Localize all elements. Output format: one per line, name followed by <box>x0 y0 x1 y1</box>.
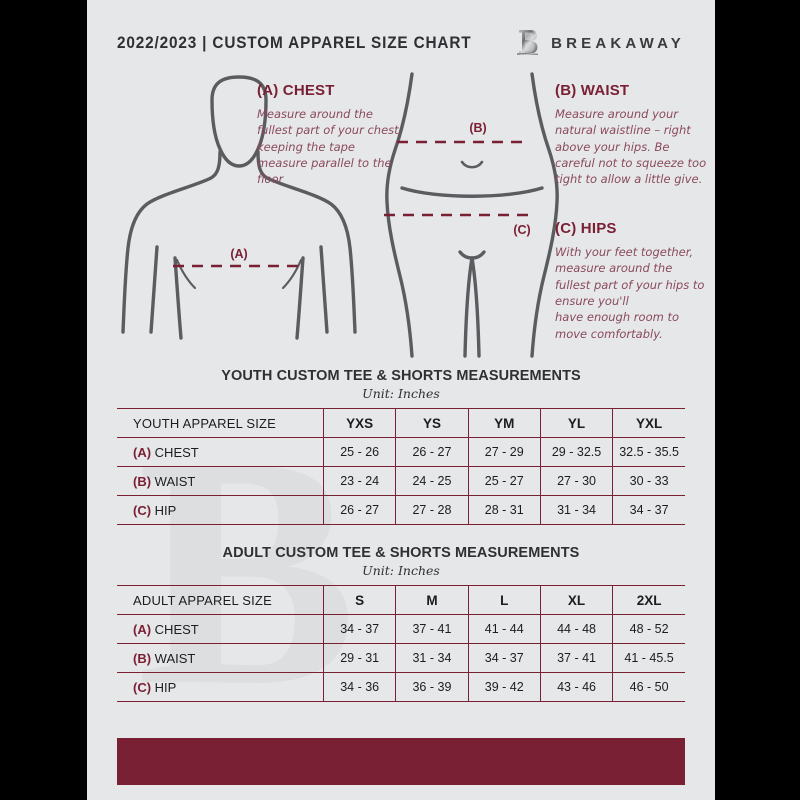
table-cell: 25 - 26 <box>322 437 396 467</box>
instruction-chest-heading: (A) CHEST <box>257 82 335 99</box>
table-cell: 44 - 48 <box>539 614 613 644</box>
brand-lockup: BREAKAWAY <box>514 28 685 58</box>
row-prefix: (A) <box>133 444 152 460</box>
hip-measure-label: (C) <box>513 223 530 237</box>
youth-measurements-table: YOUTH APPAREL SIZE YXS YS YM YL YXL (A) … <box>117 408 685 525</box>
table-row: (B) WAIST 23 - 24 24 - 25 25 - 27 27 - 3… <box>117 466 685 496</box>
column-header: YXL <box>612 408 685 438</box>
table-cell: 37 - 41 <box>539 643 613 673</box>
instruction-chest-body: Measure around the fullest part of your … <box>257 107 403 187</box>
footer-bar <box>117 738 685 785</box>
table-cell: 34 - 36 <box>322 672 396 702</box>
table-cell: 31 - 34 <box>539 495 613 525</box>
row-label-text: HIP <box>154 679 177 695</box>
youth-row-header-label: YOUTH APPAREL SIZE <box>117 408 324 438</box>
instruction-hips-body: With your feet together, measure around … <box>555 245 705 341</box>
table-cell: 46 - 50 <box>612 672 685 702</box>
table-row: (A) CHEST 34 - 37 37 - 41 41 - 44 44 - 4… <box>117 614 685 644</box>
youth-measurements-block: YOUTH CUSTOM TEE & SHORTS MEASUREMENTS U… <box>117 368 685 525</box>
table-cell: 27 - 30 <box>539 466 613 496</box>
row-label: (B) WAIST <box>117 466 324 496</box>
table-cell: 26 - 27 <box>322 495 396 525</box>
table-cell: 48 - 52 <box>612 614 685 644</box>
table-header-row: YOUTH APPAREL SIZE YXS YS YM YL YXL <box>117 408 685 438</box>
adult-row-header-label: ADULT APPAREL SIZE <box>117 585 324 615</box>
row-label-text: CHEST <box>154 621 199 637</box>
instruction-chest: (A) CHEST Measure around the fullest par… <box>257 82 407 188</box>
table-cell: 27 - 28 <box>395 495 469 525</box>
instruction-hips: (C) HIPS With your feet together, measur… <box>555 220 707 342</box>
instruction-waist-heading: (B) WAIST <box>555 82 630 99</box>
row-prefix: (C) <box>133 679 152 695</box>
youth-table-title: YOUTH CUSTOM TEE & SHORTS MEASUREMENTS <box>221 368 581 384</box>
row-prefix: (B) <box>133 473 152 489</box>
adult-table-title: ADULT CUSTOM TEE & SHORTS MEASUREMENTS <box>222 545 580 561</box>
table-cell: 39 - 42 <box>467 672 541 702</box>
table-cell: 27 - 29 <box>467 437 541 467</box>
row-prefix: (B) <box>133 650 152 666</box>
column-header: 2XL <box>612 585 685 615</box>
instruction-waist: (B) WAIST Measure around your natural wa… <box>555 82 707 188</box>
row-label: (C) HIP <box>117 672 324 702</box>
row-label: (A) CHEST <box>117 614 324 644</box>
adult-table-unit: Unit: Inches <box>362 563 440 578</box>
navel-mark <box>460 160 484 169</box>
table-cell: 32.5 - 35.5 <box>612 437 685 467</box>
table-row: (A) CHEST 25 - 26 26 - 27 27 - 29 29 - 3… <box>117 437 685 467</box>
row-label: (B) WAIST <box>117 643 324 673</box>
upper-body-figure: (A) <box>121 75 357 340</box>
instruction-hips-heading: (C) HIPS <box>555 220 617 237</box>
column-header: YL <box>539 408 613 438</box>
row-label-text: CHEST <box>154 444 199 460</box>
table-cell: 34 - 37 <box>322 614 396 644</box>
chest-measure-label: (A) <box>230 247 247 261</box>
row-prefix: (A) <box>133 621 152 637</box>
column-header: S <box>322 585 396 615</box>
table-cell: 29 - 32.5 <box>539 437 613 467</box>
row-label-text: WAIST <box>154 650 196 666</box>
table-cell: 41 - 45.5 <box>612 643 685 673</box>
table-cell: 29 - 31 <box>322 643 396 673</box>
table-cell: 28 - 31 <box>467 495 541 525</box>
column-header: YS <box>395 408 469 438</box>
column-header: L <box>467 585 541 615</box>
youth-table-unit: Unit: Inches <box>362 386 440 401</box>
table-cell: 41 - 44 <box>467 614 541 644</box>
table-cell: 26 - 27 <box>395 437 469 467</box>
adult-measurements-table: ADULT APPAREL SIZE S M L XL 2XL (A) CHES… <box>117 585 685 702</box>
table-row: (C) HIP 26 - 27 27 - 28 28 - 31 31 - 34 … <box>117 495 685 525</box>
page-header: 2022/2023 | CUSTOM APPAREL SIZE CHART <box>117 28 685 58</box>
row-prefix: (C) <box>133 502 152 518</box>
instruction-waist-body: Measure around your natural waistline – … <box>555 107 707 187</box>
table-cell: 37 - 41 <box>395 614 469 644</box>
row-label-text: WAIST <box>154 473 196 489</box>
breakaway-b-monogram-icon <box>517 30 539 55</box>
column-header: YM <box>467 408 541 438</box>
row-label-text: HIP <box>154 502 177 518</box>
table-row: (B) WAIST 29 - 31 31 - 34 34 - 37 37 - 4… <box>117 643 685 673</box>
table-cell: 25 - 27 <box>467 466 541 496</box>
column-header: YXS <box>322 408 396 438</box>
row-label: (A) CHEST <box>117 437 324 467</box>
waist-measure-label: (B) <box>469 121 486 135</box>
column-header: M <box>395 585 469 615</box>
size-chart-page: B 2022/2023 | CUSTOM APPAREL SIZE CHART <box>87 0 715 800</box>
table-cell: 31 - 34 <box>395 643 469 673</box>
table-cell: 23 - 24 <box>322 466 396 496</box>
table-cell: 34 - 37 <box>612 495 685 525</box>
page-title: 2022/2023 | CUSTOM APPAREL SIZE CHART <box>117 33 472 52</box>
table-cell: 34 - 37 <box>467 643 541 673</box>
table-cell: 36 - 39 <box>395 672 469 702</box>
adult-measurements-block: ADULT CUSTOM TEE & SHORTS MEASUREMENTS U… <box>117 545 685 702</box>
measurement-diagrams: (A) (B) (C) <box>87 70 715 365</box>
table-cell: 30 - 33 <box>612 466 685 496</box>
column-header: XL <box>539 585 613 615</box>
row-label: (C) HIP <box>117 495 324 525</box>
table-cell: 24 - 25 <box>395 466 469 496</box>
lower-body-figure: (B) (C) <box>384 72 559 358</box>
table-row: (C) HIP 34 - 36 36 - 39 39 - 42 43 - 46 … <box>117 672 685 702</box>
table-cell: 43 - 46 <box>539 672 613 702</box>
table-header-row: ADULT APPAREL SIZE S M L XL 2XL <box>117 585 685 615</box>
brand-name: BREAKAWAY <box>551 34 685 52</box>
